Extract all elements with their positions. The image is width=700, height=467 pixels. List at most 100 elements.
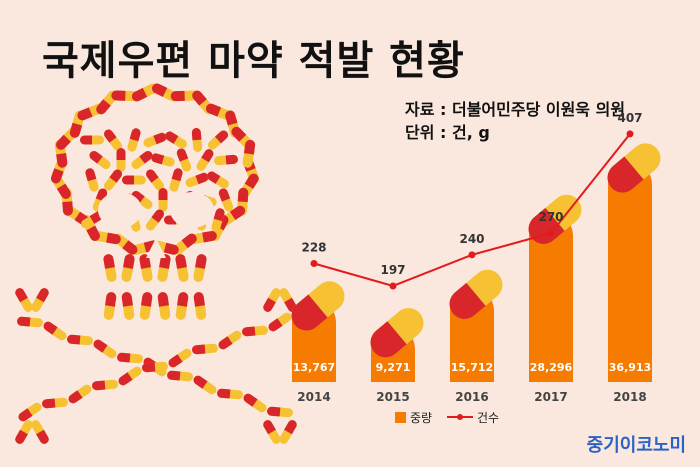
capsule-icon	[145, 209, 165, 231]
bar	[529, 213, 573, 382]
capsule-icon	[103, 254, 117, 282]
capsule-icon	[121, 254, 135, 282]
capsule-icon	[175, 292, 189, 320]
capsule-icon	[127, 128, 141, 152]
bar-series: 13,767 9,271 15,712 28,296 36,913	[291, 143, 661, 382]
capsule-icon	[122, 175, 146, 185]
capsule-icon	[170, 90, 199, 102]
capsule-icon	[157, 254, 171, 282]
capsule-icon	[211, 208, 225, 232]
capsule-icon	[267, 406, 293, 418]
capsule-icon	[268, 312, 292, 332]
capsule-icon	[142, 361, 168, 373]
chart-meta: 자료 : 더불어민주당 이원욱 의원 단위 : 건, g	[405, 98, 625, 144]
capsule-icon	[118, 366, 142, 386]
capsule-icon	[93, 230, 121, 245]
capsule-icon	[218, 188, 234, 212]
x-tick-label: 2015	[376, 390, 409, 404]
line-value-label: 228	[301, 241, 326, 255]
bar-value-label: 36,913	[609, 361, 651, 374]
capsule-icon	[192, 343, 218, 355]
bar-capsule-icon	[291, 281, 345, 331]
capsule-icon	[92, 379, 118, 391]
bar-capsule-icon	[370, 308, 424, 358]
line-value-label: 407	[617, 111, 642, 125]
capsule-icon	[103, 129, 123, 151]
capsule-icon	[117, 352, 143, 364]
capsule-icon	[93, 339, 117, 359]
capsule-icon	[42, 397, 68, 409]
capsule-icon	[207, 171, 229, 189]
capsule-icon	[196, 149, 214, 171]
line-point	[310, 260, 318, 268]
capsule-icon	[103, 292, 117, 320]
capsule-icon	[85, 168, 99, 192]
capsule-icon	[193, 292, 207, 320]
bar-capsule-icon	[449, 269, 503, 319]
bar-value-label: 13,767	[293, 361, 335, 374]
capsule-icon	[80, 135, 104, 145]
line-value-label: 197	[380, 263, 405, 277]
capsule-icon	[103, 169, 123, 191]
unit-note: 단위 : 건, g	[405, 123, 490, 142]
capsule-icon	[139, 292, 153, 320]
capsule-icon	[207, 130, 229, 150]
legend: 중량 건수	[395, 411, 499, 425]
bar-capsule-icon	[607, 143, 661, 193]
capsule-icon	[67, 334, 93, 346]
capsule-icon	[218, 330, 242, 350]
capsule-icon	[43, 321, 67, 341]
capsule-icon	[168, 348, 192, 368]
capsule-icon	[111, 90, 140, 102]
capsule-icon	[157, 292, 171, 320]
x-tick-label: 2016	[455, 390, 488, 404]
bar	[608, 162, 652, 382]
legend-bar-label: 중량	[410, 411, 432, 425]
capsule-icon	[31, 288, 49, 312]
capsule-icon	[158, 188, 168, 212]
bar-capsule-icon	[528, 194, 582, 244]
capsule-icon	[169, 168, 183, 192]
legend-line-label: 건수	[477, 411, 499, 425]
capsule-icon	[89, 150, 111, 170]
bar-value-label: 28,296	[530, 361, 573, 374]
capsule-icon	[15, 288, 33, 312]
capsule-icon	[116, 148, 126, 172]
capsule-icon	[131, 83, 159, 102]
capsule-icon	[279, 420, 297, 444]
legend-bar-swatch	[395, 412, 406, 423]
capsule-icon	[214, 154, 238, 166]
source-note: 자료 : 더불어민주당 이원욱 의원	[405, 100, 626, 119]
capsule-icon	[68, 384, 92, 404]
capsule-icon	[121, 292, 135, 320]
x-tick-label: 2014	[297, 390, 330, 404]
capsule-icon	[31, 420, 49, 444]
chart-title: 국제우편 마약 적발 현황	[42, 38, 465, 84]
capsule-icon	[242, 139, 256, 168]
line-point	[468, 251, 476, 259]
capsule-icon	[185, 172, 209, 188]
capsule-icon	[263, 288, 281, 312]
x-tick-label: 2017	[534, 390, 567, 404]
x-tick-label: 2018	[613, 390, 646, 404]
capsule-icon	[151, 153, 175, 167]
line-point	[547, 229, 555, 237]
capsule-icon	[145, 169, 165, 191]
x-axis: 2014 2015 2016 2017 2018	[297, 390, 646, 404]
capsule-icon	[193, 375, 217, 395]
capsule-icon	[131, 190, 153, 210]
capsule-icon	[191, 128, 203, 152]
line-point	[389, 282, 397, 290]
capsule-icon	[17, 316, 43, 328]
line-path	[313, 133, 631, 288]
capsule-icon	[15, 420, 33, 444]
line-point	[626, 130, 634, 138]
capsule-icon	[18, 402, 42, 422]
capsule-icon	[167, 370, 193, 382]
line-series: 228 197 240 270 407	[301, 111, 643, 290]
capsule-icon	[143, 132, 167, 148]
capsule-icon	[175, 254, 189, 282]
line-value-label: 240	[459, 232, 484, 246]
skull-crossbones-icon	[15, 83, 297, 444]
